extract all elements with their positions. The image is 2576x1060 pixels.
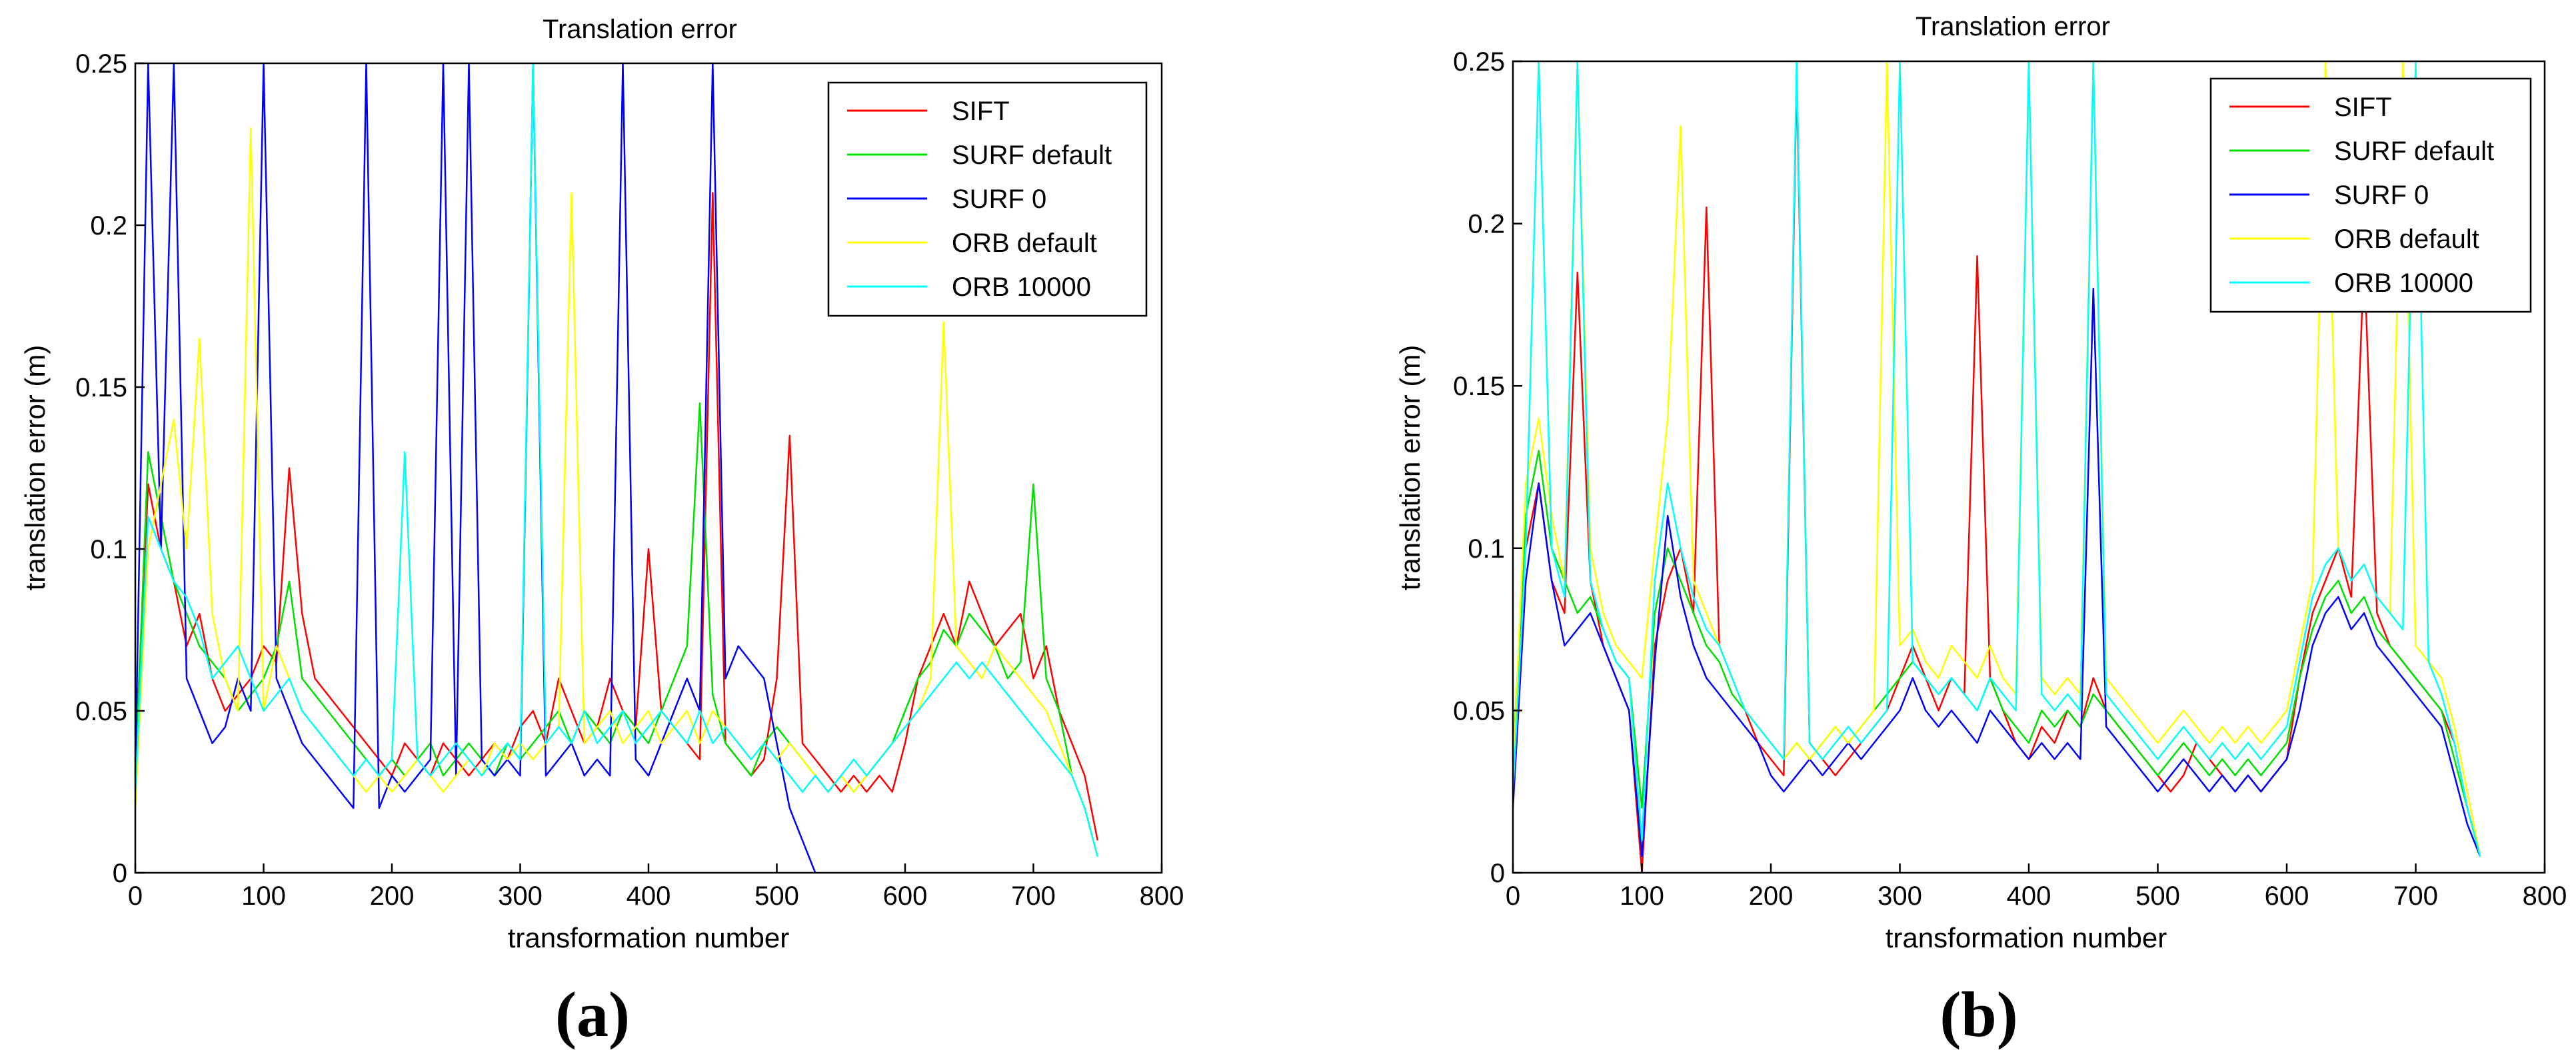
series-line-surf-default	[1512, 450, 2481, 857]
series-lines	[134, 62, 1099, 873]
x-tick-label: 300	[498, 881, 543, 911]
panel-label: a	[577, 979, 609, 1050]
chart-panel-a: Translation error 0 100 200 300 400 500 600 700…	[19, 15, 1184, 1050]
x-tick-label: 400	[2007, 881, 2051, 911]
y-axis-label: translation error (m)	[19, 345, 51, 591]
x-tick-label: 500	[2135, 881, 2180, 911]
x-tick-label: 0	[1506, 881, 1520, 911]
y-tick-label: 0.05	[1453, 696, 1505, 726]
x-tick-label: 200	[370, 881, 415, 911]
y-axis-label: translation error (m)	[1394, 345, 1426, 591]
y-tick-label: 0.25	[75, 49, 127, 79]
legend: SIFT SURF default SURF 0 ORB default ORB 100…	[2209, 77, 2532, 313]
series-line-surf-default	[134, 402, 1099, 857]
legend-label: ORB default	[952, 229, 1097, 258]
legend-label: SURF default	[2334, 137, 2494, 166]
x-tick-label: 0	[128, 881, 143, 911]
panel-caption: (b)	[1939, 979, 2017, 1050]
legend-label: ORB 10000	[952, 272, 1091, 302]
x-tick-label: 300	[1878, 881, 1922, 911]
chart-title: Translation error	[543, 15, 737, 44]
x-axis-ticks: 0 100 200 300 400 500 600 700 800	[128, 863, 1184, 911]
x-tick-label: 800	[1140, 881, 1184, 911]
legend-label: SIFT	[2334, 93, 2392, 122]
x-tick-label: 500	[754, 881, 799, 911]
chart-panel-b: Translation error 0 100 200 300 400 500 600 700…	[1394, 12, 2567, 1050]
legend-label: SURF default	[952, 141, 1112, 170]
panel-label: b	[1961, 979, 1996, 1050]
x-axis-label: transformation number	[508, 922, 790, 953]
legend: SIFT SURF default SURF 0 ORB default ORB 100…	[827, 81, 1148, 317]
y-tick-label: 0.25	[1453, 47, 1505, 77]
y-tick-label: 0.2	[1468, 210, 1505, 239]
x-tick-label: 100	[1620, 881, 1664, 911]
x-tick-label: 700	[2393, 881, 2438, 911]
y-axis-ticks: 0 0.05 0.1 0.15 0.2 0.25	[75, 49, 145, 888]
legend-label: SURF 0	[952, 185, 1046, 214]
series-line-sift	[134, 192, 1099, 841]
legend-label: ORB 10000	[2334, 268, 2473, 298]
legend-label: SIFT	[952, 97, 1010, 126]
x-tick-label: 200	[1749, 881, 1794, 911]
x-axis-label: transformation number	[1886, 922, 2167, 953]
y-tick-label: 0.15	[75, 373, 127, 402]
x-tick-label: 600	[2265, 881, 2309, 911]
legend-label: ORB default	[2334, 225, 2479, 254]
series-line-orb-10000	[1512, 60, 2481, 857]
series-line-surf-0	[134, 62, 816, 873]
series-line-surf-0	[1512, 287, 2481, 857]
y-tick-label: 0	[1490, 859, 1505, 888]
series-line-orb-default	[1512, 60, 2481, 857]
y-tick-label: 0.2	[90, 211, 127, 241]
y-tick-label: 0.1	[90, 535, 127, 564]
legend-label: SURF 0	[2334, 181, 2429, 210]
y-tick-label: 0	[113, 859, 127, 888]
x-tick-label: 400	[627, 881, 671, 911]
x-tick-label: 800	[2523, 881, 2567, 911]
series-line-orb-10000	[134, 62, 1099, 857]
y-tick-label: 0.1	[1468, 534, 1505, 564]
y-tick-label: 0.05	[75, 697, 127, 726]
x-tick-label: 700	[1011, 881, 1056, 911]
y-axis-ticks: 0 0.05 0.1 0.15 0.2 0.25	[1453, 47, 1522, 888]
x-tick-label: 600	[883, 881, 928, 911]
x-tick-label: 100	[241, 881, 286, 911]
series-lines	[1512, 60, 2481, 874]
chart-title: Translation error	[1916, 12, 2110, 41]
panel-caption: (a)	[555, 979, 630, 1050]
y-tick-label: 0.15	[1453, 372, 1505, 401]
x-axis-ticks: 0 100 200 300 400 500 600 700 800	[1506, 863, 2567, 911]
